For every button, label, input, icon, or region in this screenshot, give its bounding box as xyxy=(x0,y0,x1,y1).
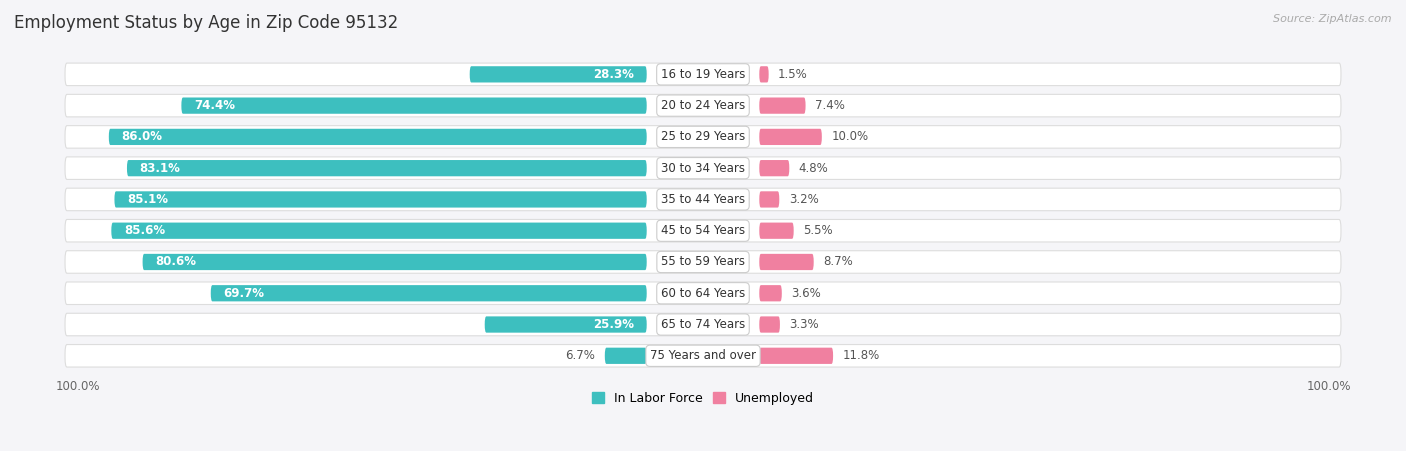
Text: 75 Years and over: 75 Years and over xyxy=(650,349,756,362)
FancyBboxPatch shape xyxy=(65,63,1341,86)
Text: 3.6%: 3.6% xyxy=(792,287,821,300)
Text: 55 to 59 Years: 55 to 59 Years xyxy=(661,255,745,268)
Text: 6.7%: 6.7% xyxy=(565,349,595,362)
Text: 83.1%: 83.1% xyxy=(139,161,180,175)
FancyBboxPatch shape xyxy=(108,129,647,145)
FancyBboxPatch shape xyxy=(65,251,1341,273)
FancyBboxPatch shape xyxy=(65,126,1341,148)
FancyBboxPatch shape xyxy=(142,254,647,270)
Text: Source: ZipAtlas.com: Source: ZipAtlas.com xyxy=(1274,14,1392,23)
Text: 5.5%: 5.5% xyxy=(803,224,832,237)
Text: 7.4%: 7.4% xyxy=(815,99,845,112)
FancyBboxPatch shape xyxy=(759,160,789,176)
FancyBboxPatch shape xyxy=(65,94,1341,117)
FancyBboxPatch shape xyxy=(759,191,779,207)
Text: 3.3%: 3.3% xyxy=(789,318,818,331)
Text: 86.0%: 86.0% xyxy=(121,130,162,143)
FancyBboxPatch shape xyxy=(485,317,647,333)
FancyBboxPatch shape xyxy=(759,254,814,270)
FancyBboxPatch shape xyxy=(759,348,834,364)
FancyBboxPatch shape xyxy=(65,345,1341,367)
Text: 80.6%: 80.6% xyxy=(155,255,195,268)
Text: 60 to 64 Years: 60 to 64 Years xyxy=(661,287,745,300)
Text: 20 to 24 Years: 20 to 24 Years xyxy=(661,99,745,112)
Text: 25.9%: 25.9% xyxy=(593,318,634,331)
FancyBboxPatch shape xyxy=(65,220,1341,242)
FancyBboxPatch shape xyxy=(114,191,647,207)
Text: 3.2%: 3.2% xyxy=(789,193,818,206)
FancyBboxPatch shape xyxy=(211,285,647,301)
Text: 85.6%: 85.6% xyxy=(124,224,165,237)
FancyBboxPatch shape xyxy=(759,66,769,83)
FancyBboxPatch shape xyxy=(759,129,823,145)
FancyBboxPatch shape xyxy=(470,66,647,83)
Text: 85.1%: 85.1% xyxy=(127,193,167,206)
Text: 74.4%: 74.4% xyxy=(194,99,235,112)
FancyBboxPatch shape xyxy=(127,160,647,176)
Text: 35 to 44 Years: 35 to 44 Years xyxy=(661,193,745,206)
Text: 65 to 74 Years: 65 to 74 Years xyxy=(661,318,745,331)
FancyBboxPatch shape xyxy=(65,188,1341,211)
FancyBboxPatch shape xyxy=(65,282,1341,304)
FancyBboxPatch shape xyxy=(605,348,647,364)
FancyBboxPatch shape xyxy=(65,313,1341,336)
FancyBboxPatch shape xyxy=(759,285,782,301)
Text: 30 to 34 Years: 30 to 34 Years xyxy=(661,161,745,175)
Text: 25 to 29 Years: 25 to 29 Years xyxy=(661,130,745,143)
FancyBboxPatch shape xyxy=(759,317,780,333)
Text: 8.7%: 8.7% xyxy=(823,255,853,268)
Text: Employment Status by Age in Zip Code 95132: Employment Status by Age in Zip Code 951… xyxy=(14,14,398,32)
FancyBboxPatch shape xyxy=(759,223,794,239)
Text: 4.8%: 4.8% xyxy=(799,161,828,175)
Text: 28.3%: 28.3% xyxy=(593,68,634,81)
FancyBboxPatch shape xyxy=(181,97,647,114)
FancyBboxPatch shape xyxy=(759,97,806,114)
Legend: In Labor Force, Unemployed: In Labor Force, Unemployed xyxy=(586,387,820,410)
Text: 1.5%: 1.5% xyxy=(778,68,808,81)
Text: 10.0%: 10.0% xyxy=(831,130,869,143)
Text: 45 to 54 Years: 45 to 54 Years xyxy=(661,224,745,237)
FancyBboxPatch shape xyxy=(65,157,1341,179)
Text: 11.8%: 11.8% xyxy=(842,349,880,362)
Text: 69.7%: 69.7% xyxy=(224,287,264,300)
FancyBboxPatch shape xyxy=(111,223,647,239)
Text: 16 to 19 Years: 16 to 19 Years xyxy=(661,68,745,81)
